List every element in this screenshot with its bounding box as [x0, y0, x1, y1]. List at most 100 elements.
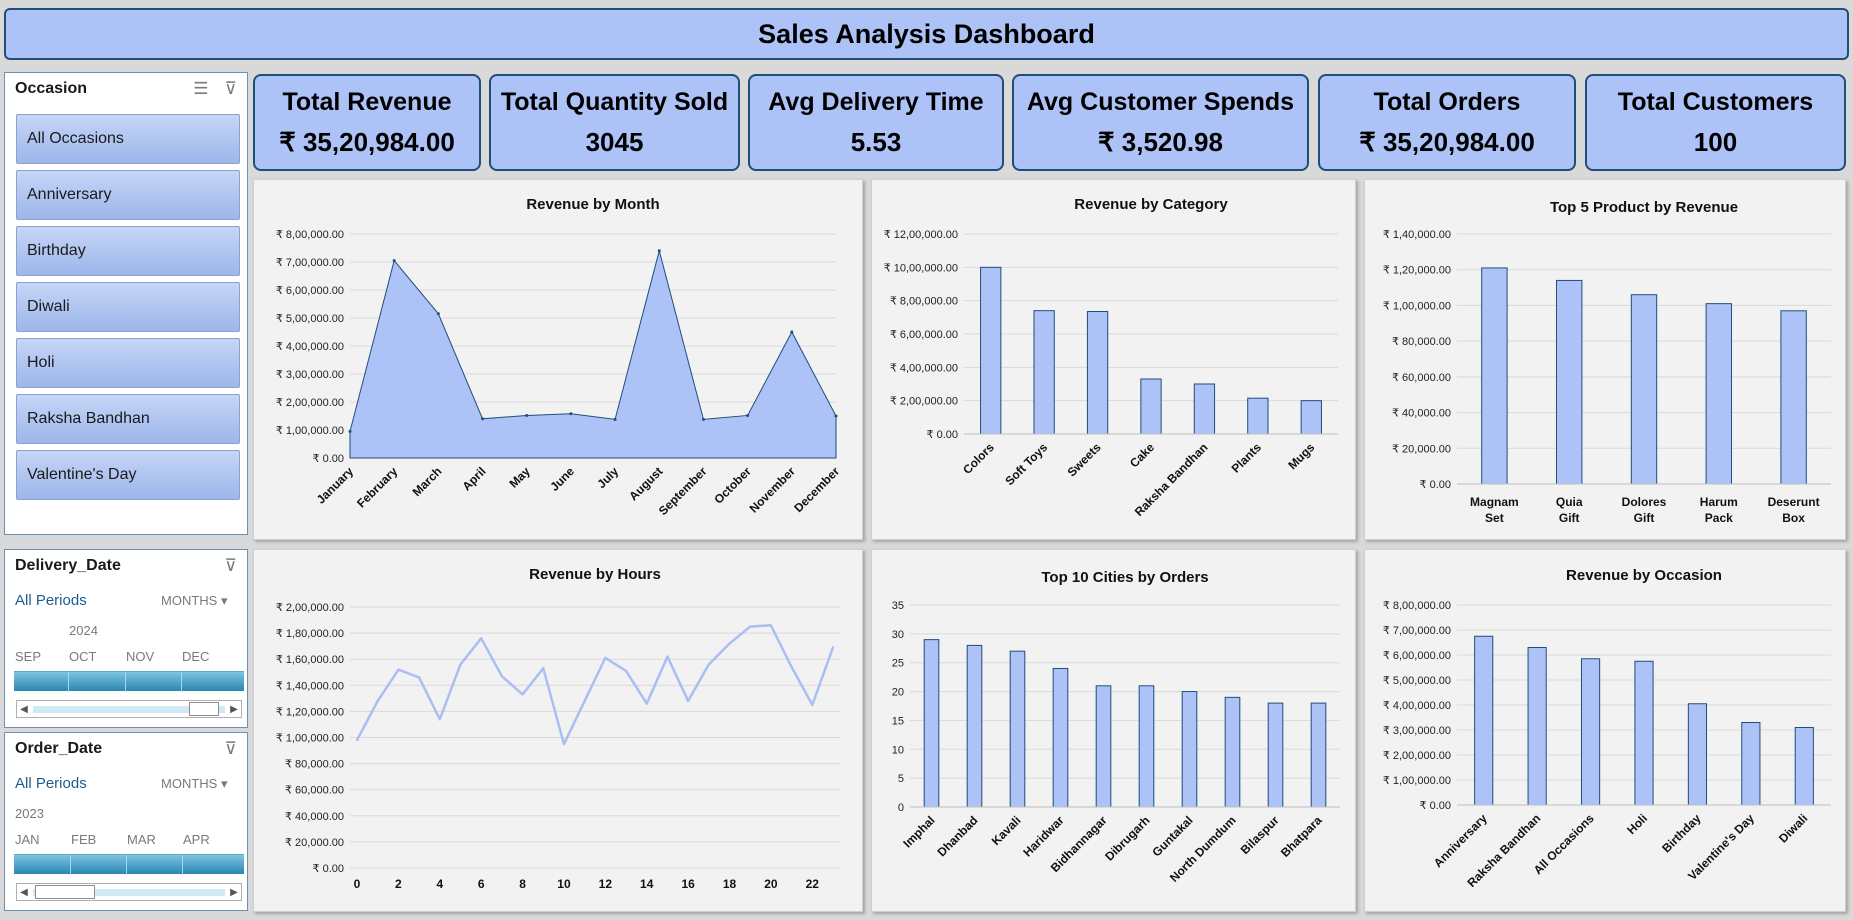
timeline-month[interactable]: APR	[183, 832, 210, 847]
data-point	[831, 646, 835, 649]
clear-filter-icon[interactable]: ⊽	[224, 79, 237, 98]
bar	[923, 639, 940, 808]
slicer-title: Occasion	[15, 80, 88, 97]
clear-filter-icon[interactable]: ⊽	[224, 556, 237, 575]
kpi-total-revenue: Total Revenue ₹ 35,20,984.00	[253, 74, 481, 171]
kpi-total-customers: Total Customers 100	[1585, 74, 1846, 171]
x-tick-label: 16	[681, 877, 695, 891]
y-tick-label: ₹ 6,00,000.00	[1383, 650, 1451, 662]
data-point	[436, 312, 440, 316]
y-tick-label: ₹ 2,00,000.00	[276, 397, 344, 409]
timeline-selection-bar[interactable]	[14, 854, 244, 875]
kpi-total-orders: Total Orders ₹ 35,20,984.00	[1318, 74, 1576, 171]
timeline-scrollbar[interactable]: ◀ ▶	[16, 883, 242, 901]
timeline-header: Delivery_Date ⊽	[5, 550, 247, 576]
y-tick-label: ₹ 3,00,000.00	[1383, 725, 1451, 737]
timeline-header: Order_Date ⊽	[5, 733, 247, 759]
x-tick-label: November	[747, 464, 799, 516]
x-tick-label: Colors	[960, 440, 997, 477]
x-tick-label: Anniversary	[1431, 811, 1490, 870]
timeline-month[interactable]: NOV	[126, 649, 155, 664]
y-tick-label: ₹ 1,00,000.00	[276, 425, 344, 437]
timeline-scrollbar[interactable]: ◀ ▶	[16, 700, 242, 718]
x-tick-label: January	[314, 464, 357, 507]
chart-top-10-cities: Top 10 Cities by Orders 0 5 10 15 20 25 30 35 Imp…	[871, 549, 1356, 912]
y-tick-label: ₹ 1,00,000.00	[1383, 300, 1451, 312]
y-tick-label: ₹ 80,000.00	[1392, 336, 1451, 348]
data-point	[521, 693, 524, 696]
timeline-month[interactable]: DEC	[182, 649, 210, 664]
timeline-level-label: MONTHS	[161, 776, 218, 791]
scroll-thumb[interactable]	[35, 885, 95, 899]
timeline-month[interactable]: SEP	[15, 649, 42, 664]
occasion-item-holi[interactable]: Holi	[16, 338, 240, 388]
x-tick-label: March	[410, 464, 445, 499]
x-tick-label: February	[354, 464, 400, 510]
x-tick-label: May	[506, 464, 533, 491]
bar	[1310, 702, 1327, 808]
bar	[1193, 383, 1216, 435]
x-tick-label: 20	[764, 877, 778, 891]
occasion-item-birthday[interactable]: Birthday	[16, 226, 240, 276]
y-tick-label: ₹ 1,40,000.00	[276, 680, 344, 692]
occasion-item-anniversary[interactable]: Anniversary	[16, 170, 240, 220]
scroll-thumb[interactable]	[189, 702, 219, 716]
scroll-left-icon[interactable]: ◀	[20, 703, 28, 715]
delivery-date-timeline: Delivery_Date ⊽ All Periods MONTHS ▾ 202…	[4, 549, 248, 728]
x-tick-label: 4	[436, 877, 443, 891]
area-series	[349, 248, 837, 459]
y-tick-label: 35	[892, 600, 904, 612]
bar	[1033, 310, 1055, 435]
timeline-level-dropdown[interactable]: MONTHS ▾	[161, 776, 228, 792]
timeline-month[interactable]: JAN	[15, 832, 40, 847]
kpi-label: Avg Customer Spends	[1026, 88, 1295, 117]
occasion-item-raksha-bandhan[interactable]: Raksha Bandhan	[16, 394, 240, 444]
bar	[1555, 279, 1583, 485]
occasion-item-valentines-day[interactable]: Valentine's Day	[16, 450, 240, 500]
y-tick-label: 5	[898, 773, 904, 785]
data-point	[438, 718, 441, 721]
x-tick-label: Plants	[1229, 440, 1265, 476]
bar	[1630, 294, 1658, 485]
data-point	[707, 663, 711, 666]
scroll-right-icon[interactable]: ▶	[230, 886, 238, 898]
y-tick-label: ₹ 1,00,000.00	[1383, 775, 1451, 787]
x-tick-label: July	[594, 464, 621, 491]
chart-revenue-by-category: Revenue by Category ₹ 0.00 ₹ 2,00,000.00 ₹ …	[871, 179, 1356, 540]
y-tick-label: ₹ 1,40,000.00	[1383, 229, 1451, 241]
timeline-periods: All Periods	[15, 592, 87, 609]
y-tick-label: ₹ 3,00,000.00	[276, 369, 344, 381]
data-point	[500, 674, 504, 678]
y-tick-label: ₹ 0.00	[313, 453, 344, 465]
timeline-month[interactable]: MAR	[127, 832, 156, 847]
x-tick-label: Magnam Set	[1470, 495, 1519, 525]
dashboard-title: Sales Analysis Dashboard	[4, 8, 1849, 60]
scroll-right-icon[interactable]: ▶	[230, 703, 238, 715]
bar	[1138, 685, 1155, 808]
clear-filter-icon[interactable]: ⊽	[224, 739, 237, 758]
revenue-by-category-chart: Revenue by Category ₹ 0.00 ₹ 2,00,000.00 ₹ …	[884, 196, 1338, 519]
y-tick-label: ₹ 4,00,000.00	[276, 341, 344, 353]
x-tick-label: Bhatpara	[1278, 813, 1325, 860]
bar	[1300, 400, 1322, 435]
timeline-month[interactable]: OCT	[69, 649, 97, 664]
timeline-month[interactable]: FEB	[71, 832, 97, 847]
data-point	[459, 663, 462, 666]
kpi-value: 5.53	[850, 126, 902, 157]
timeline-level-dropdown[interactable]: MONTHS ▾	[161, 593, 228, 609]
scroll-left-icon[interactable]: ◀	[20, 886, 28, 898]
x-tick-label: 18	[723, 877, 737, 891]
bar	[1267, 702, 1284, 808]
data-point	[392, 259, 396, 263]
x-tick-label: June	[547, 464, 577, 494]
occasion-item-diwali[interactable]: Diwali	[16, 282, 240, 332]
x-tick-label: Birthday	[1659, 811, 1704, 856]
slicer-header: Occasion ☰ ⊽	[5, 73, 247, 99]
x-tick-label: 0	[354, 877, 361, 891]
multi-select-icon[interactable]: ☰	[193, 79, 209, 98]
timeline-selection-bar[interactable]	[14, 671, 244, 692]
bar	[1580, 658, 1601, 806]
top-5-products-chart: Top 5 Product by Revenue ₹ 0.00 ₹ 20,000.0…	[1383, 199, 1831, 525]
y-tick-label: 20	[892, 687, 904, 699]
occasion-item-all-occasions[interactable]: All Occasions	[16, 114, 240, 164]
